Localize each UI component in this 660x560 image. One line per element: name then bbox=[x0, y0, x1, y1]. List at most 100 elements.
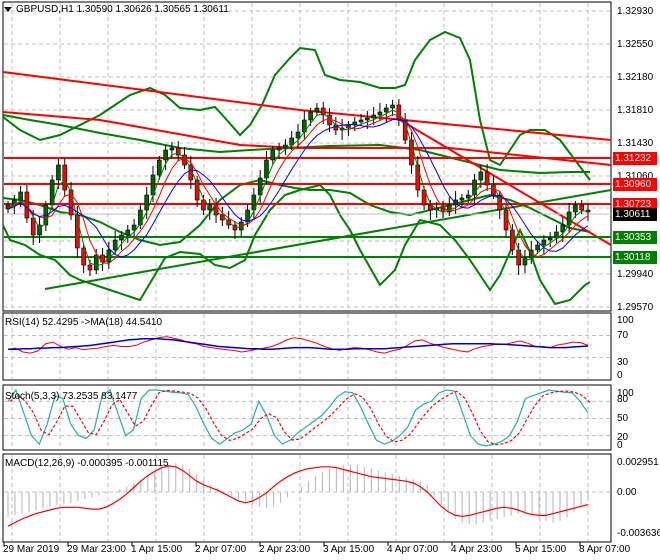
bull-candle bbox=[447, 204, 452, 213]
bull-candle bbox=[465, 194, 471, 199]
bull-candle bbox=[112, 239, 118, 251]
price-tag-support: 1.30353 bbox=[613, 231, 657, 244]
ma-mid bbox=[7, 114, 589, 264]
bear-candle bbox=[87, 264, 93, 271]
rsi-title: RSI(14) 52.4295 ->MA(18) 44.5410 bbox=[5, 317, 163, 328]
bull-candle bbox=[18, 191, 23, 201]
bear-candle bbox=[81, 247, 86, 266]
bull-candle bbox=[358, 119, 364, 123]
time-axis-label: 4 Apr 07:00 bbox=[387, 544, 439, 555]
bull-candle bbox=[459, 197, 465, 201]
bull-candle bbox=[554, 231, 559, 239]
stoch-d-line bbox=[9, 389, 591, 446]
bull-candle bbox=[56, 164, 61, 181]
stoch-panel bbox=[2, 384, 612, 451]
macd-axis-label: 0.00 bbox=[617, 487, 637, 498]
resistance-trendline-mid bbox=[2, 111, 612, 166]
price-tag-support: 1.30118 bbox=[613, 251, 657, 264]
bull-candle bbox=[472, 179, 477, 196]
price-axis-label: 1.32180 bbox=[617, 72, 654, 83]
bear-candle bbox=[194, 179, 200, 201]
bull-candle bbox=[522, 257, 528, 266]
time-axis-label: 8 Apr 07:00 bbox=[579, 544, 631, 555]
bear-candle bbox=[415, 164, 421, 191]
bull-candle bbox=[283, 144, 288, 149]
bull-candle bbox=[163, 149, 168, 161]
ma-slow bbox=[7, 118, 589, 258]
stoch-k-line bbox=[7, 388, 589, 447]
price-axis-label: 1.31810 bbox=[617, 105, 654, 116]
time-axis-label: 1 Apr 15:00 bbox=[131, 544, 183, 555]
bull-candle bbox=[295, 131, 301, 139]
bull-candle bbox=[144, 194, 149, 211]
bull-candle bbox=[390, 104, 395, 109]
bull-candle bbox=[383, 107, 389, 113]
bear-candle bbox=[201, 199, 206, 211]
rsi-axis-label: 0 bbox=[617, 370, 623, 381]
price-axis-label: 1.32930 bbox=[617, 6, 654, 17]
support-trendline bbox=[44, 189, 612, 290]
time-axis-label: 2 Apr 23:00 bbox=[259, 544, 311, 555]
bull-candle bbox=[365, 117, 370, 121]
bollinger-inner bbox=[2, 178, 591, 247]
macd-signal-line bbox=[7, 465, 589, 527]
bear-candle bbox=[484, 171, 490, 186]
bull-candle bbox=[276, 147, 282, 151]
time-axis-label: 29 Mar 2019 bbox=[3, 544, 60, 555]
price-axis-label: 1.32550 bbox=[617, 39, 654, 50]
bull-candle bbox=[453, 199, 458, 206]
symbol-ohlc-text: GBPUSD,H1 1.30590 1.30626 1.30565 1.3061… bbox=[16, 4, 229, 15]
time-axis-label: 29 Mar 23:00 bbox=[67, 544, 126, 555]
collapse-arrow-icon[interactable] bbox=[4, 6, 12, 12]
rsi-ma-line bbox=[8, 338, 589, 350]
bull-candle bbox=[560, 224, 566, 233]
stoch-axis-label: 0 bbox=[617, 440, 623, 451]
bear-candle bbox=[30, 217, 36, 236]
bull-candle bbox=[371, 114, 376, 119]
bear-candle bbox=[320, 107, 326, 116]
stoch-axis-label: 20 bbox=[617, 432, 629, 443]
price-tag-current: 1.30611 bbox=[613, 208, 657, 221]
price-tag-resistance: 1.30723 bbox=[613, 198, 657, 211]
bull-candle bbox=[131, 224, 137, 231]
stoch-axis-label: 50 bbox=[617, 413, 629, 424]
bull-candle bbox=[264, 159, 269, 179]
bear-candle bbox=[62, 164, 68, 191]
stoch-axis-label: 100 bbox=[617, 388, 634, 399]
bear-candle bbox=[421, 189, 427, 206]
symbol-header: GBPUSD,H1 1.30590 1.30626 1.30565 1.3061… bbox=[4, 4, 229, 15]
price-tag-resistance: 1.31232 bbox=[613, 152, 657, 165]
bull-candle bbox=[289, 137, 294, 146]
bull-candle bbox=[93, 254, 99, 271]
bull-candle bbox=[270, 149, 276, 161]
price-tag-resistance: 1.30960 bbox=[613, 178, 657, 191]
rsi-line bbox=[7, 336, 589, 354]
bull-candle bbox=[119, 234, 124, 241]
time-axis-label: 4 Apr 23:00 bbox=[451, 544, 503, 555]
bull-candle bbox=[157, 159, 162, 176]
rsi-axis-label: 30 bbox=[617, 357, 629, 368]
rsi-axis-label: 100 bbox=[617, 315, 634, 326]
bull-candle bbox=[125, 229, 131, 236]
price-axis-label: 1.29940 bbox=[617, 269, 654, 280]
bull-candle bbox=[573, 204, 578, 213]
resistance-trendline-top bbox=[2, 71, 612, 141]
bear-candle bbox=[100, 254, 105, 263]
bull-candle bbox=[37, 224, 42, 236]
rsi-axis-label: 70 bbox=[617, 330, 629, 341]
bull-candle bbox=[377, 111, 383, 116]
bull-candle bbox=[478, 171, 484, 181]
bear-candle bbox=[579, 204, 584, 211]
bear-candle bbox=[510, 229, 515, 251]
ma-fast bbox=[7, 109, 588, 266]
price-axis-label: 1.31060 bbox=[617, 171, 654, 182]
bear-candle bbox=[75, 214, 80, 249]
time-axis-label: 5 Apr 15:00 bbox=[515, 544, 567, 555]
bear-candle bbox=[428, 204, 433, 211]
bull-candle bbox=[314, 107, 320, 113]
time-axis-label: 2 Apr 07:00 bbox=[195, 544, 247, 555]
bull-candle bbox=[138, 209, 143, 226]
bull-candle bbox=[169, 147, 175, 151]
